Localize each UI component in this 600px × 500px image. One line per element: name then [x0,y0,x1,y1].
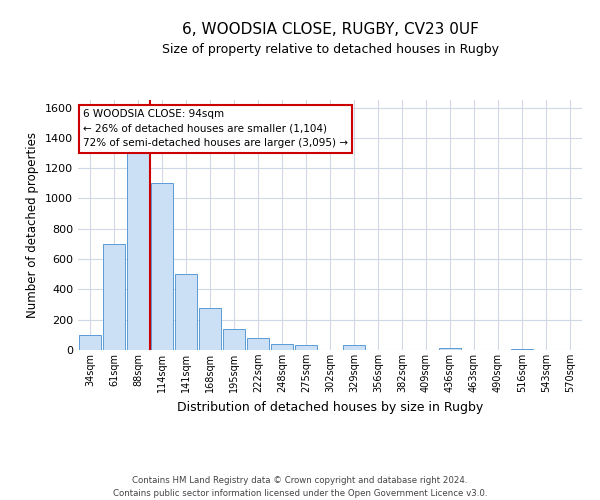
Bar [223,329,245,350]
Bar [151,184,173,350]
Bar [175,274,197,350]
Text: 6, WOODSIA CLOSE, RUGBY, CV23 0UF: 6, WOODSIA CLOSE, RUGBY, CV23 0UF [182,22,478,38]
Text: Contains HM Land Registry data © Crown copyright and database right 2024.
Contai: Contains HM Land Registry data © Crown c… [113,476,487,498]
Bar [271,344,293,350]
Bar [127,147,149,350]
Bar [199,308,221,350]
Bar [103,244,125,350]
Text: Size of property relative to detached houses in Rugby: Size of property relative to detached ho… [161,42,499,56]
X-axis label: Distribution of detached houses by size in Rugby: Distribution of detached houses by size … [177,400,483,413]
Bar [295,346,317,350]
Bar [343,344,365,350]
Bar [247,338,269,350]
Bar [439,348,461,350]
Bar [79,335,101,350]
Y-axis label: Number of detached properties: Number of detached properties [26,132,40,318]
Text: 6 WOODSIA CLOSE: 94sqm
← 26% of detached houses are smaller (1,104)
72% of semi-: 6 WOODSIA CLOSE: 94sqm ← 26% of detached… [83,109,348,148]
Bar [511,349,533,350]
